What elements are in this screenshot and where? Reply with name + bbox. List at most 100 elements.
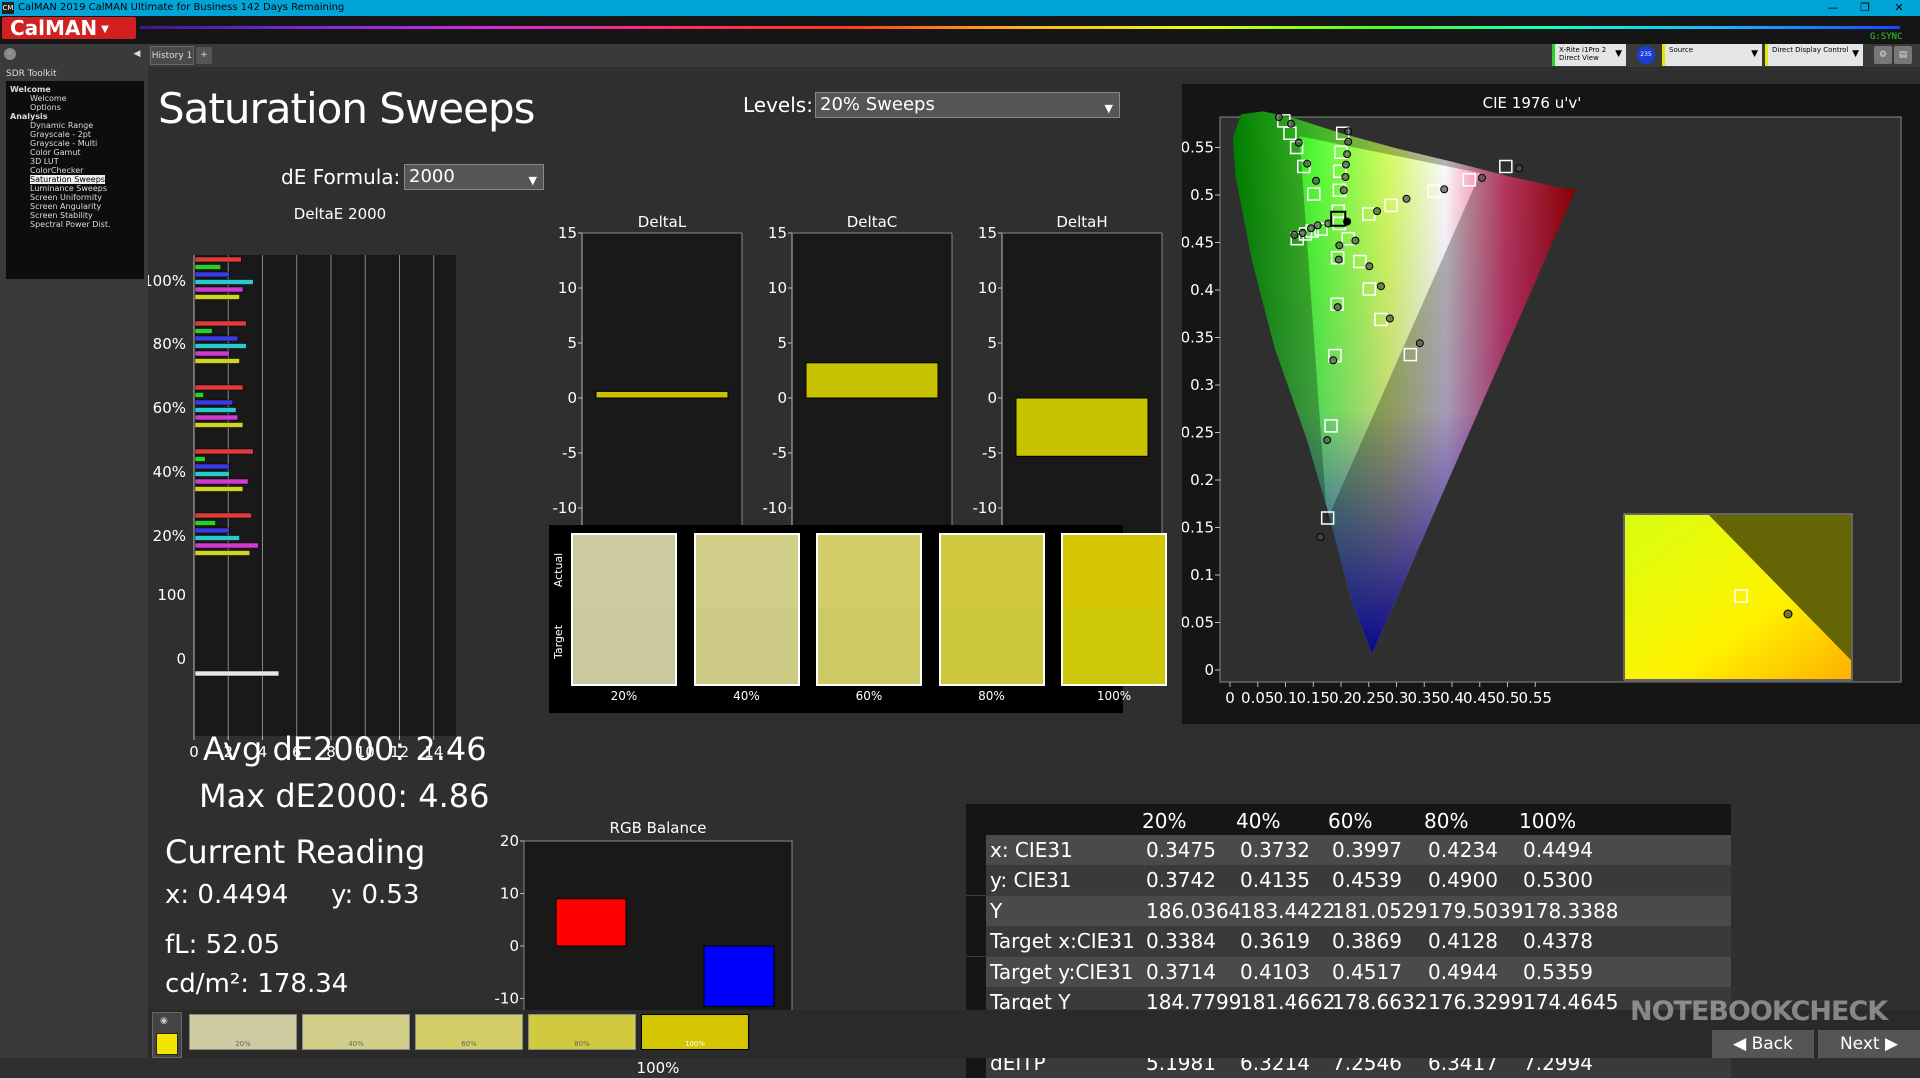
settings-icon[interactable]: ◦	[4, 48, 16, 60]
deltae-bar	[194, 422, 244, 428]
patch-thumbnail-label: 40%	[348, 1040, 364, 1048]
table-header-cell: 40%	[1236, 809, 1281, 833]
y-tick-label: 0.05	[1182, 614, 1214, 632]
app-icon: CM	[2, 2, 14, 14]
meter-device-select[interactable]: X-Rite i1Pro 2 Direct View ▼	[1552, 44, 1626, 66]
sidebar-item[interactable]: Grayscale - 2pt	[30, 130, 92, 139]
settings-gear-icon[interactable]: ⚙	[1874, 46, 1892, 64]
measured-marker	[1307, 224, 1316, 233]
sidebar-item[interactable]: Screen Uniformity	[30, 193, 102, 202]
group-label: 80%	[153, 335, 186, 353]
measured-marker	[1341, 160, 1350, 169]
levels-select[interactable]: 20% Sweeps ▼	[815, 92, 1120, 118]
sidebar-item[interactable]: 3D LUT	[30, 157, 59, 166]
table-header-cell: 80%	[1424, 809, 1469, 833]
measured-marker	[1294, 138, 1303, 147]
options-icon[interactable]: ▤	[1894, 46, 1912, 64]
x-tick-label: 12	[390, 743, 409, 761]
minimize-button[interactable]: —	[1827, 1, 1839, 14]
table-cell: 186.0364	[1146, 898, 1242, 923]
window-titlebar: CM CalMAN 2019 CalMAN Ultimate for Busin…	[0, 0, 1920, 16]
y-tick-label: -5	[562, 444, 577, 462]
x-tick-label: 2	[223, 743, 233, 761]
x-tick-label: 0.2	[1329, 689, 1353, 707]
sidebar-item[interactable]: Spectral Power Dist.	[30, 220, 111, 229]
rainbow-strip	[140, 26, 1900, 29]
back-button[interactable]: ◀ Back	[1712, 1030, 1814, 1058]
row-label: y: CIE31	[990, 868, 1072, 893]
chevron-down-icon: ▼	[101, 23, 109, 35]
gsync-indicator: G:SYNC	[1870, 32, 1903, 42]
table-cell: 0.3869	[1332, 929, 1402, 954]
sidebar-item[interactable]: Options	[30, 103, 61, 112]
display-device-select[interactable]: Direct Display Control ▼	[1765, 44, 1863, 66]
sidebar-item[interactable]: Analysis	[10, 112, 48, 121]
sidebar-item[interactable]: Welcome	[10, 85, 51, 94]
add-tab-icon[interactable]: +	[196, 47, 212, 64]
table-row: x: CIE31 0.3475 0.3732 0.3997 0.4234 0.4494	[986, 835, 1731, 865]
measured-marker	[1402, 194, 1411, 203]
deltae-bar	[194, 320, 247, 327]
measured-marker	[1290, 230, 1299, 239]
table-header-cell: 60%	[1328, 809, 1373, 833]
rgb-balance-title: RGB Balance	[610, 819, 707, 837]
x-tick-label: 8	[326, 743, 336, 761]
table-cell: 0.4517	[1332, 959, 1402, 984]
calman-logo-menu[interactable]: CalMAN ▼	[2, 17, 136, 39]
table-row: Target y:CIE31 0.3714 0.4103 0.4517 0.4944 0.…	[986, 956, 1731, 987]
restore-button[interactable]: ❐	[1860, 1, 1870, 14]
deltae-bar	[194, 286, 244, 293]
tab-history-1[interactable]: History 1	[150, 46, 194, 65]
deltae-bar	[194, 407, 237, 413]
de-formula-label: dE Formula:	[281, 165, 401, 189]
de-formula-value: 2000	[409, 166, 455, 187]
zoom-target-marker	[1734, 589, 1748, 603]
sidebar-item[interactable]: Grayscale - Multi	[30, 139, 98, 148]
patch-thumbnail[interactable]: 60%	[415, 1014, 523, 1050]
row-stub	[966, 926, 986, 957]
sidebar-item[interactable]: ColorChecker	[30, 166, 84, 175]
next-button[interactable]: Next ▶	[1818, 1030, 1920, 1058]
deltae-bar	[194, 271, 230, 278]
source-label: Source	[1669, 46, 1694, 54]
sidebar-item[interactable]: Color Gamut	[30, 148, 81, 157]
patch-thumbnail[interactable]: 20%	[189, 1014, 297, 1050]
close-button[interactable]: ✕	[1894, 1, 1904, 14]
measured-marker	[1344, 137, 1353, 146]
sidebar-item[interactable]: Screen Angularity	[30, 202, 102, 211]
swatch-target	[1063, 608, 1165, 684]
source-device-select[interactable]: Source ▼	[1662, 44, 1762, 66]
deltae-bar	[194, 343, 247, 349]
deltae-bar	[194, 448, 254, 455]
deltae-bar	[194, 527, 230, 534]
deltae-bar	[194, 542, 259, 549]
y-tick-label: 0	[1204, 661, 1214, 679]
x-tick-label: 10	[356, 743, 375, 761]
sidebar-item[interactable]: Dynamic Range	[30, 121, 94, 130]
color-swatch	[1061, 533, 1167, 686]
sidebar-item[interactable]: Welcome	[30, 94, 67, 103]
y-tick-label: 10	[558, 279, 577, 297]
de-formula-select[interactable]: 2000 ▼	[404, 164, 544, 190]
row-label: Target x:CIE31	[990, 929, 1135, 954]
current-x-text: x: 0.4494	[165, 880, 289, 910]
swatch-panel: Actual Target 20% 40% 60% 80% 100%	[549, 525, 1167, 713]
y-tick-label: 15	[768, 224, 787, 242]
sidebar-item[interactable]: Screen Stability	[30, 211, 93, 220]
table-cell: 0.4234	[1428, 838, 1498, 862]
collapse-arrow-icon[interactable]: ◀	[130, 48, 144, 60]
levels-label: Levels:	[743, 93, 813, 117]
patch-thumbnail[interactable]: 40%	[302, 1014, 410, 1050]
sidebar-item[interactable]: Saturation Sweeps	[30, 175, 105, 184]
patch-thumbnail[interactable]: 100%	[641, 1014, 749, 1050]
swatch-label: 20%	[610, 689, 638, 703]
x-tick-label: 0.4	[1440, 689, 1464, 707]
blue-balance-bar	[703, 945, 775, 1007]
deltae-bar	[194, 294, 240, 300]
table-cell: 0.4539	[1332, 868, 1402, 893]
deltae-bar	[194, 384, 244, 391]
sidebar-item[interactable]: Luminance Sweeps	[30, 184, 108, 193]
patch-thumbnail[interactable]: 80%	[528, 1014, 636, 1050]
color-swatch	[938, 533, 1045, 686]
table-cell: 0.5359	[1523, 959, 1593, 984]
